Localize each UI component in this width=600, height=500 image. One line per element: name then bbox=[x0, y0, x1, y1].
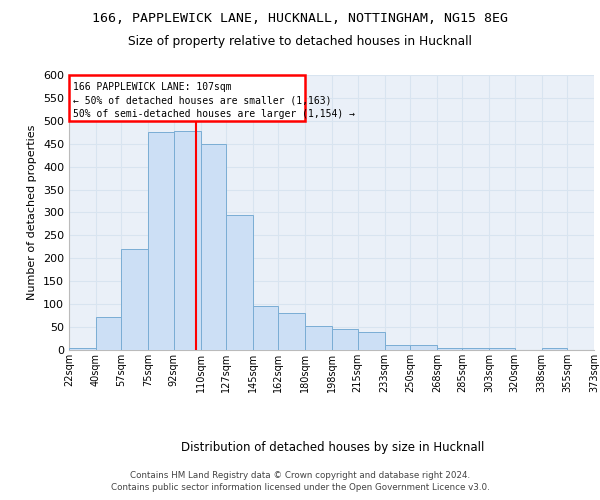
Text: Size of property relative to detached houses in Hucknall: Size of property relative to detached ho… bbox=[128, 35, 472, 48]
Text: ← 50% of detached houses are smaller (1,163): ← 50% of detached houses are smaller (1,… bbox=[73, 96, 332, 106]
Text: 166, PAPPLEWICK LANE, HUCKNALL, NOTTINGHAM, NG15 8EG: 166, PAPPLEWICK LANE, HUCKNALL, NOTTINGH… bbox=[92, 12, 508, 26]
Bar bbox=[385, 344, 410, 350]
Bar bbox=[69, 75, 305, 121]
Bar bbox=[226, 215, 253, 350]
Bar bbox=[463, 348, 489, 350]
Bar bbox=[148, 132, 174, 350]
Bar bbox=[358, 332, 385, 350]
Bar bbox=[305, 326, 332, 350]
Bar bbox=[542, 348, 567, 350]
Text: 166 PAPPLEWICK LANE: 107sqm: 166 PAPPLEWICK LANE: 107sqm bbox=[73, 82, 232, 92]
Bar bbox=[437, 348, 463, 350]
Text: 50% of semi-detached houses are larger (1,154) →: 50% of semi-detached houses are larger (… bbox=[73, 110, 355, 120]
Bar bbox=[200, 144, 226, 350]
Bar bbox=[174, 131, 200, 350]
Bar bbox=[96, 317, 121, 350]
Bar bbox=[332, 329, 358, 350]
Text: Contains HM Land Registry data © Crown copyright and database right 2024.
Contai: Contains HM Land Registry data © Crown c… bbox=[110, 471, 490, 492]
Bar bbox=[278, 314, 305, 350]
Bar bbox=[410, 344, 437, 350]
Y-axis label: Number of detached properties: Number of detached properties bbox=[28, 125, 37, 300]
Bar bbox=[253, 306, 278, 350]
Bar bbox=[489, 348, 515, 350]
Bar bbox=[69, 348, 96, 350]
Bar bbox=[121, 249, 148, 350]
Text: Distribution of detached houses by size in Hucknall: Distribution of detached houses by size … bbox=[181, 441, 485, 454]
